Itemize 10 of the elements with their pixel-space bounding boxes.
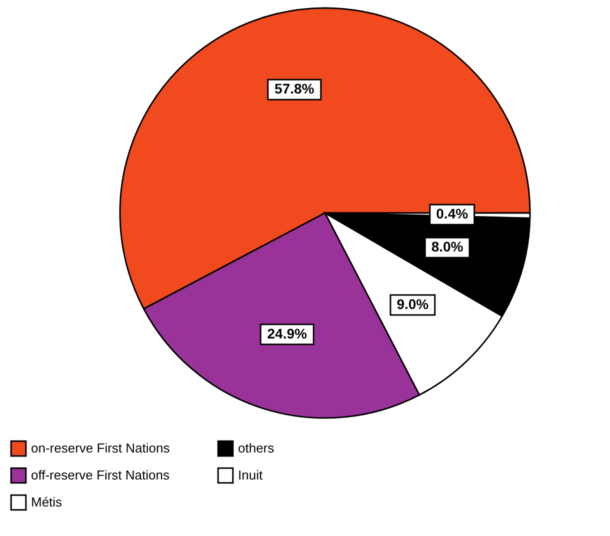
data-label: 9.0% — [396, 296, 430, 312]
data-label: 24.9% — [267, 325, 308, 342]
legend-label: Inuit — [238, 468, 263, 482]
data-label: 0.4% — [436, 206, 469, 222]
legend-label: off-reserve First Nations — [31, 468, 170, 482]
legend-label: on-reserve First Nations — [31, 440, 170, 456]
data-label: 8.0% — [431, 238, 464, 255]
legend-label: Métis — [31, 494, 63, 510]
legend-label: others — [238, 440, 275, 456]
data-label: 57.8% — [274, 80, 315, 97]
